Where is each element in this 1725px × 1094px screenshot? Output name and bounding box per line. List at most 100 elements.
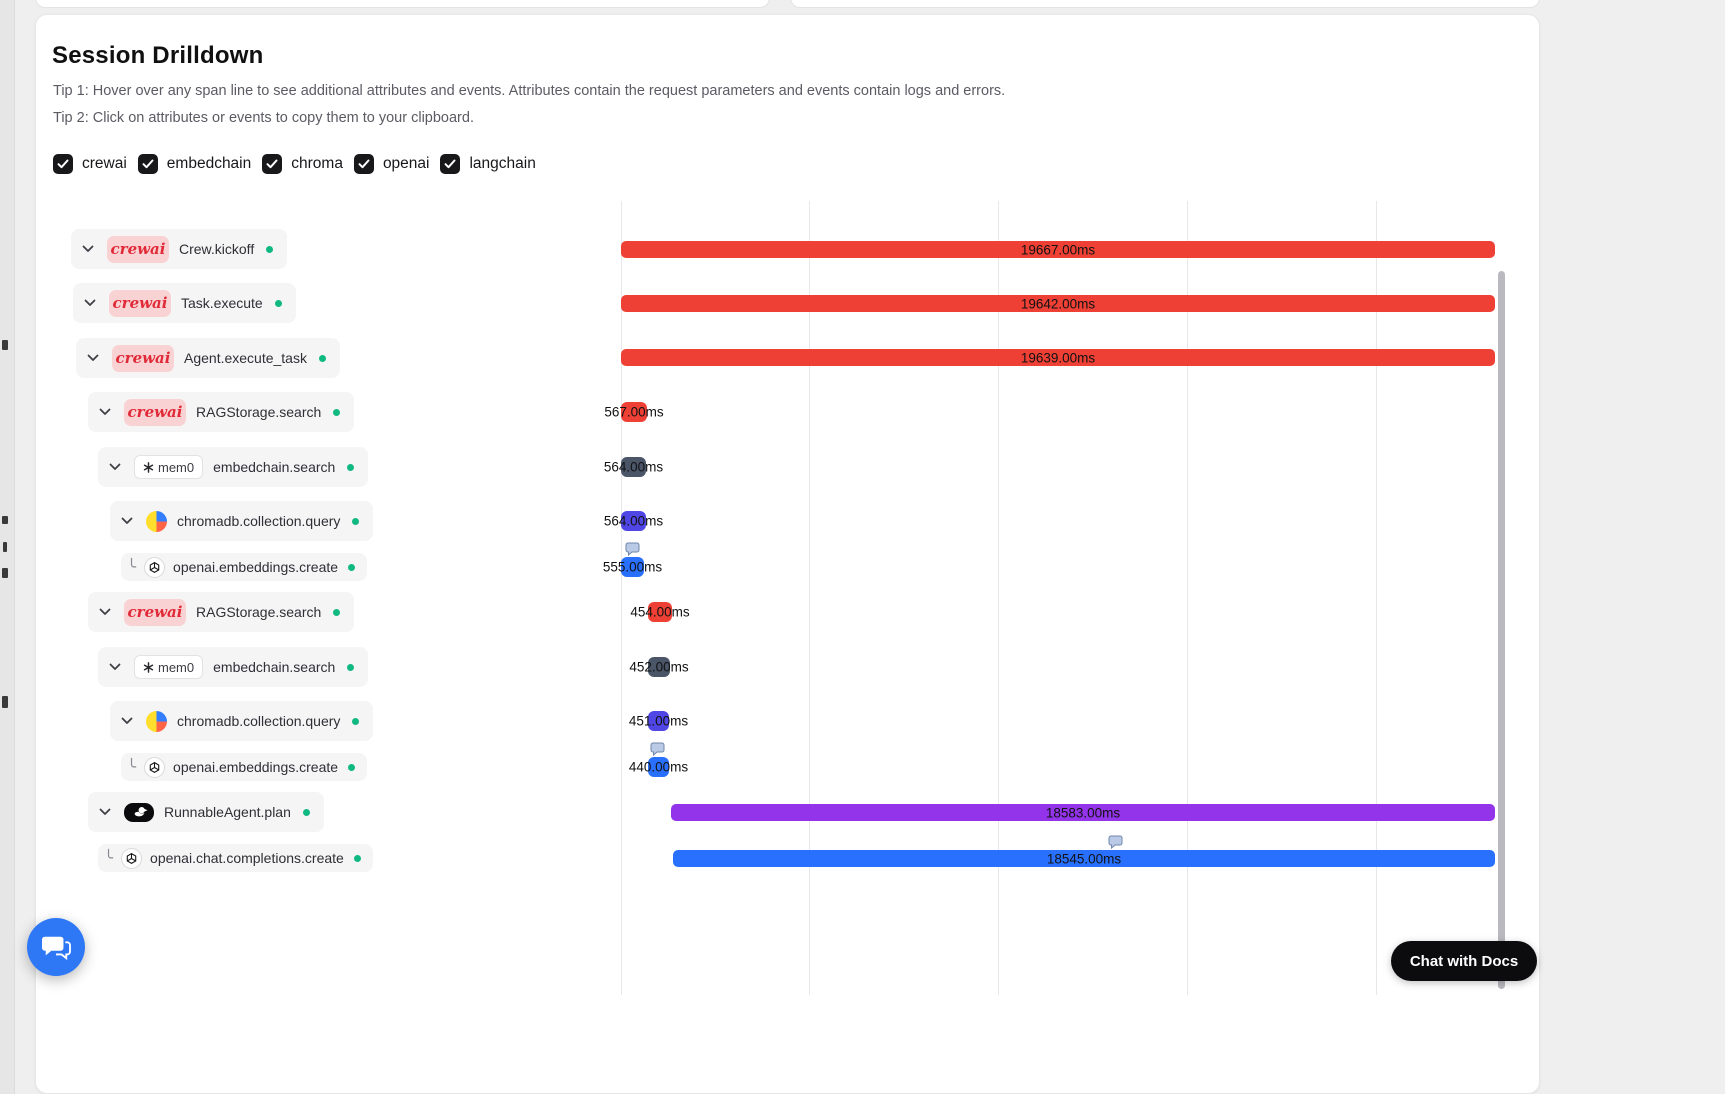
span-row-crew-kickoff[interactable]: crewai Crew.kickoff [71, 229, 288, 269]
span-row-ragstorage-search[interactable]: crewai RAGStorage.search [88, 592, 355, 632]
checkbox-embedchain[interactable] [137, 154, 158, 174]
span-name: chromadb.collection.query [177, 513, 341, 529]
chat-widget-launcher[interactable] [27, 918, 85, 976]
span-row-embedchain-search[interactable]: mem0 embedchain.search [98, 447, 369, 487]
duration-label: 19642.00ms [1020, 296, 1096, 311]
mem0-asterisk-icon [143, 461, 154, 473]
status-dot [348, 763, 356, 771]
window-edge-artifact [3, 542, 7, 552]
duration-label: 564.00ms [603, 513, 664, 529]
filter-chroma[interactable]: chroma [262, 154, 343, 174]
span-duration-bar[interactable]: 18583.00ms [671, 804, 1495, 821]
duration-label: 440.00ms [628, 759, 689, 775]
crewai-logo: crewai [112, 344, 174, 372]
gridline [621, 201, 622, 995]
crewai-logo: crewai [107, 235, 169, 263]
crewai-logo: crewai [124, 598, 186, 626]
span-row-ragstorage-search[interactable]: crewai RAGStorage.search [88, 392, 355, 432]
status-dot [274, 299, 282, 307]
span-duration-bar[interactable]: 564.00ms [604, 457, 663, 477]
span-duration-bar[interactable]: 440.00ms [629, 757, 688, 777]
span-row-chromadb-query[interactable]: chromadb.collection.query [110, 501, 374, 541]
span-duration-bar[interactable]: 452.00ms [629, 657, 689, 677]
span-duration-bar[interactable]: 451.00ms [629, 711, 688, 731]
span-duration-bar[interactable]: 454.00ms [630, 602, 690, 622]
duration-label: 454.00ms [630, 604, 690, 620]
tip-1-text: Tip 1: Hover over any span line to see a… [53, 83, 1006, 99]
openai-hexagon-icon [149, 761, 160, 773]
span-row-openai-embeddings[interactable]: ╰ openai.embeddings.create [121, 553, 368, 581]
span-duration-bar[interactable]: 19667.00ms [621, 241, 1495, 258]
mem0-logo: mem0 [134, 655, 204, 679]
chat-bubble-icon [42, 936, 71, 961]
span-row-agent-execute-task[interactable]: crewai Agent.execute_task [76, 338, 340, 378]
mem0-logo-text: mem0 [158, 659, 195, 675]
span-row-openai-embeddings[interactable]: ╰ openai.embeddings.create [121, 753, 368, 781]
span-row-embedchain-search[interactable]: mem0 embedchain.search [98, 647, 369, 687]
span-name: openai.embeddings.create [173, 759, 339, 775]
top-partial-card-right [790, 0, 1540, 8]
event-bubble-icon[interactable] [1108, 834, 1124, 850]
chevron-down-icon[interactable] [106, 458, 124, 476]
chevron-down-icon[interactable] [96, 403, 114, 421]
checkbox-langchain[interactable] [440, 154, 461, 174]
span-duration-bar[interactable]: 19639.00ms [621, 349, 1495, 366]
window-edge-artifact [2, 568, 8, 578]
status-dot [348, 563, 356, 571]
tree-connector-icon: ╰ [127, 757, 137, 776]
filter-embedchain[interactable]: embedchain [137, 154, 252, 174]
span-duration-bar[interactable]: 18545.00ms [673, 850, 1495, 867]
checkmark-icon [358, 159, 370, 169]
status-dot [347, 463, 355, 471]
checkbox-crewai[interactable] [53, 154, 73, 174]
chevron-down-icon[interactable] [79, 240, 97, 258]
window-edge-artifact [2, 696, 8, 708]
status-dot [318, 354, 326, 362]
status-dot [352, 517, 360, 525]
span-name: Agent.execute_task [184, 350, 307, 366]
chevron-down-icon[interactable] [118, 512, 136, 530]
chevron-down-icon[interactable] [81, 294, 99, 312]
filter-label: embedchain [166, 155, 252, 172]
event-bubble-icon[interactable] [650, 741, 666, 757]
span-name: RAGStorage.search [196, 604, 322, 620]
filter-label: chroma [291, 155, 343, 172]
span-duration-bar[interactable]: 564.00ms [604, 511, 663, 531]
span-row-openai-chat-completions[interactable]: ╰ openai.chat.completions.create [98, 844, 373, 872]
event-bubble-icon[interactable] [625, 541, 641, 557]
gridline [998, 201, 999, 995]
span-name: openai.embeddings.create [173, 559, 339, 575]
span-duration-bar[interactable]: 555.00ms [603, 557, 662, 577]
checkbox-chroma[interactable] [262, 154, 283, 174]
gridline [1376, 201, 1377, 995]
duration-label: 18583.00ms [1045, 805, 1121, 820]
window-edge-artifact [2, 516, 8, 524]
span-row-chromadb-query[interactable]: chromadb.collection.query [110, 701, 374, 741]
langchain-parrot-icon [134, 807, 148, 817]
span-duration-bar[interactable]: 567.00ms [604, 402, 664, 422]
status-dot [266, 245, 274, 253]
trace-waterfall: crewai Crew.kickoff 19667.00ms crewai Ta… [36, 15, 1539, 1093]
status-dot [333, 608, 341, 616]
duration-label: 19667.00ms [1020, 242, 1096, 257]
chevron-down-icon[interactable] [96, 803, 114, 821]
filter-label: openai [382, 155, 430, 172]
vertical-scrollbar[interactable] [1498, 271, 1505, 989]
checkbox-openai[interactable] [353, 154, 374, 174]
chat-with-docs-button[interactable]: Chat with Docs [1391, 941, 1537, 981]
chevron-down-icon[interactable] [118, 712, 136, 730]
filter-langchain[interactable]: langchain [440, 154, 536, 174]
chevron-down-icon[interactable] [84, 349, 102, 367]
chevron-down-icon[interactable] [106, 658, 124, 676]
window-edge-strip [0, 0, 15, 1094]
duration-label: 18545.00ms [1046, 851, 1122, 866]
filter-openai[interactable]: openai [353, 154, 430, 174]
session-drilldown-card: Session Drilldown Tip 1: Hover over any … [35, 14, 1540, 1094]
status-dot [302, 808, 310, 816]
chevron-down-icon[interactable] [96, 603, 114, 621]
span-row-task-execute[interactable]: crewai Task.execute [73, 283, 296, 323]
span-duration-bar[interactable]: 19642.00ms [621, 295, 1495, 312]
filter-crewai[interactable]: crewai [53, 154, 127, 174]
span-row-runnableagent-plan[interactable]: RunnableAgent.plan [88, 792, 324, 832]
